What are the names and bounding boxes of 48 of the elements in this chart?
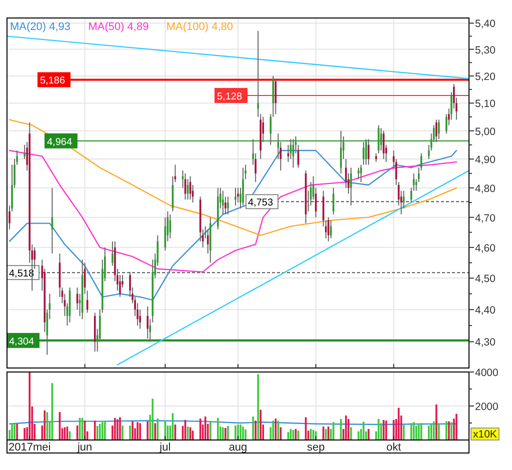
candlestick (242, 167, 244, 206)
x-tick-label: sep (306, 442, 325, 454)
y-tick-label: 5,40 (475, 18, 496, 30)
y-tick-label: 4,70 (475, 212, 496, 224)
candlestick (382, 130, 385, 160)
y-tick-label: 4,30 (475, 336, 496, 349)
ref-line-label: 4,304 (9, 336, 34, 348)
y-tick-label: 2000 (475, 401, 499, 413)
x-tick-label: aug (228, 442, 248, 454)
y-tick-label: 4000 (475, 367, 499, 379)
y-tick-label: 4,50 (475, 273, 496, 286)
x-tick-label: okt (386, 442, 402, 454)
y-tick-label: 5,30 (475, 44, 496, 56)
candlestick (222, 190, 224, 215)
candlestick (350, 167, 352, 206)
candlestick (358, 167, 360, 180)
text: MA(50) 4,89 (88, 21, 149, 33)
candlestick (365, 138, 367, 166)
candlestick (435, 119, 438, 143)
ref-line-label: 4,753 (248, 198, 274, 209)
y-tick-label: 4,90 (475, 154, 496, 166)
y-tick-label: 4,60 (475, 242, 496, 254)
candlestick (146, 306, 149, 339)
y-tick-label: 5,10 (475, 98, 496, 110)
candlestick (227, 196, 229, 215)
candlestick (368, 138, 370, 166)
x-tick-label: jun (76, 442, 92, 454)
x-tick-label: jul (158, 442, 171, 454)
y-tick-label: 5,20 (475, 70, 496, 83)
candlestick (330, 220, 332, 239)
candlestick (360, 164, 362, 183)
candlestick (340, 130, 342, 174)
candlestick (327, 216, 330, 242)
candlestick (362, 142, 364, 166)
ref-line-label: 5,186 (40, 76, 66, 87)
text: MA(20) 4,93 (10, 21, 71, 33)
x-tick-label: 2017mei (8, 442, 51, 454)
candlestick (378, 124, 380, 154)
text: MA(100) 4,80 (166, 21, 234, 33)
ref-line-label: 5,128 (217, 91, 242, 102)
y-tick-label: 4,80 (475, 182, 496, 195)
candlestick (332, 187, 334, 215)
candlestick (438, 119, 440, 140)
y-tick-label: 5,00 (475, 126, 496, 138)
y-tick-label: 4,40 (475, 304, 496, 317)
y-axis-title: x10K (473, 428, 497, 440)
line-series (8, 119, 458, 236)
candlestick (234, 187, 236, 206)
